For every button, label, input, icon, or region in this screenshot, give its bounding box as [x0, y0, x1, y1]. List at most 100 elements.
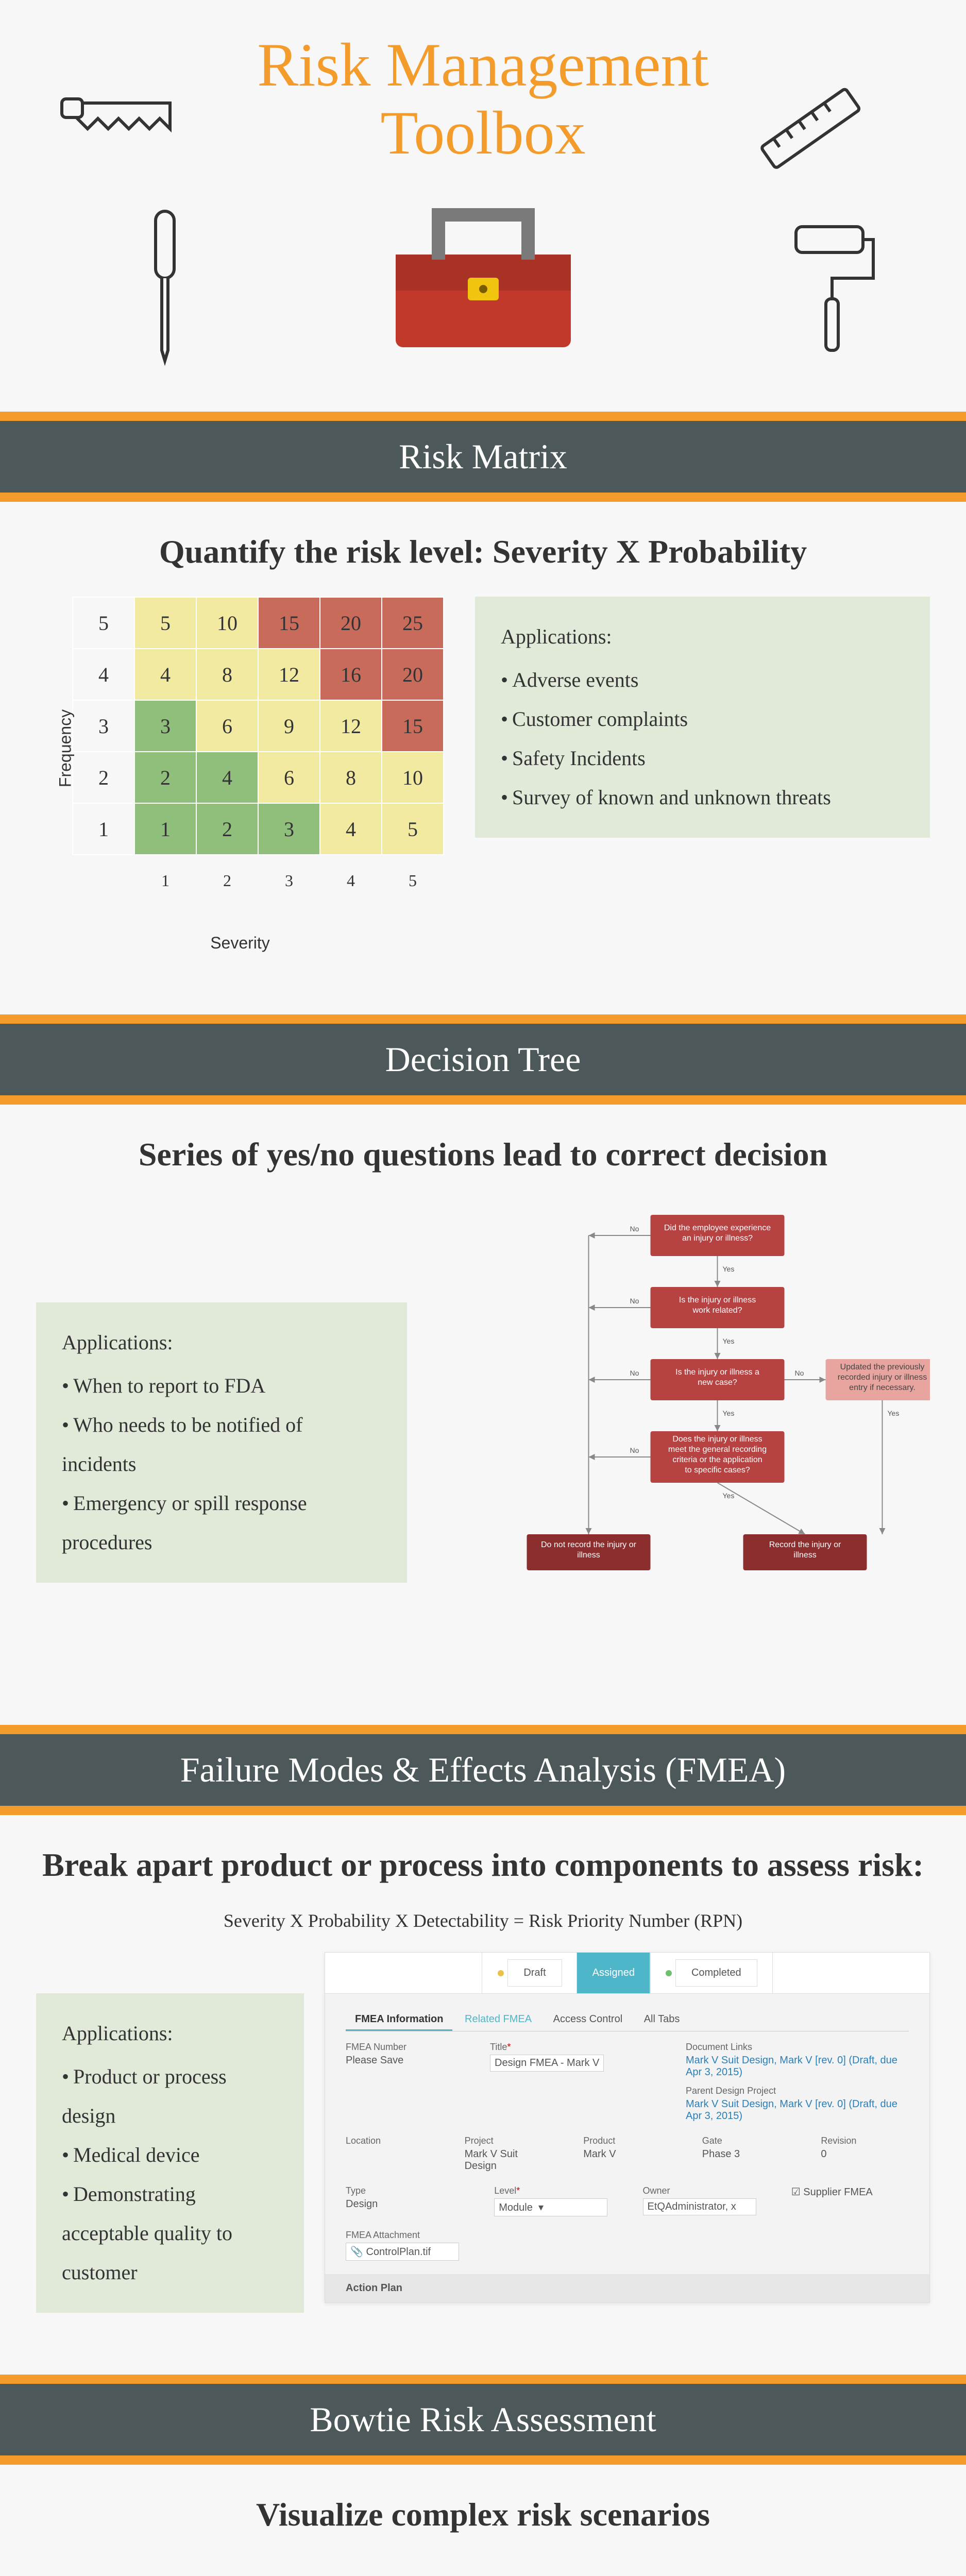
svg-text:No: No [630, 1446, 639, 1454]
prod-lbl: Product [583, 2136, 671, 2146]
level-select[interactable]: Module ▾ [494, 2198, 607, 2216]
gate-val: Phase 3 [702, 2148, 790, 2160]
gate-lbl: Gate [702, 2136, 790, 2146]
svg-text:Yes: Yes [723, 1409, 735, 1417]
apps-label: Applications: [62, 1323, 381, 1362]
svg-text:new case?: new case? [698, 1378, 737, 1387]
matrix-cell: 15 [382, 700, 444, 752]
tab-draft[interactable]: Draft [482, 1952, 577, 1994]
matrix-cell: 4 [196, 752, 258, 803]
apps-item: Adverse events [501, 660, 904, 700]
s3-head: Failure Modes & Effects Analysis (FMEA) [0, 1725, 966, 1815]
apps-item: Emergency or spill response procedures [62, 1484, 381, 1562]
decision-tree-diagram: Did the employee experience an injury or … [428, 1199, 930, 1663]
svg-text:meet the general recording: meet the general recording [668, 1445, 767, 1454]
s3-formula: Severity X Probability X Detectability =… [36, 1910, 930, 1931]
saw-icon [57, 82, 191, 175]
svg-text:No: No [795, 1369, 804, 1377]
svg-text:Do not record the injury or: Do not record the injury or [541, 1540, 637, 1549]
matrix-cell: 3 [258, 803, 320, 855]
svg-text:Does the injury or illness: Does the injury or illness [672, 1435, 762, 1444]
svg-text:No: No [630, 1225, 639, 1233]
matrix-cell: 2 [196, 803, 258, 855]
s4-head: Bowtie Risk Assessment [0, 2375, 966, 2465]
s2: Series of yes/no questions lead to corre… [0, 1105, 966, 1725]
fmea-link-2[interactable]: Mark V Suit Design, Mark V [rev. 0] (Dra… [686, 2098, 909, 2122]
svg-text:Yes: Yes [723, 1337, 735, 1345]
tabstrip-related[interactable]: Related FMEA [455, 2009, 541, 2029]
matrix-cell: 4 [134, 649, 196, 700]
fmea-title-lbl: Title [490, 2042, 655, 2053]
matrix-cell: 10 [382, 752, 444, 803]
matrix-cell: 12 [258, 649, 320, 700]
fmea-screenshot: Draft Assigned Completed FMEA Informatio… [325, 1952, 930, 2303]
matrix-xlab: Severity [210, 934, 270, 953]
svg-text:Did the employee experience: Did the employee experience [664, 1224, 771, 1232]
matrix-cell: 1 [134, 803, 196, 855]
matrix-cell: 20 [320, 597, 382, 649]
tabstrip-all[interactable]: All Tabs [635, 2009, 689, 2029]
attach-val[interactable]: 📎 ControlPlan.tif [346, 2243, 459, 2261]
matrix-cell: 6 [196, 700, 258, 752]
s1: Quantify the risk level: Severity X Prob… [0, 502, 966, 1014]
fmea-num-lbl: FMEA Number [346, 2042, 459, 2053]
matrix-cell: 6 [258, 752, 320, 803]
svg-text:criteria or the application: criteria or the application [672, 1455, 762, 1464]
apps-item: Product or process design [62, 2057, 278, 2136]
svg-text:entry if necessary.: entry if necessary. [849, 1383, 916, 1392]
apps-item: Who needs to be notified of incidents [62, 1405, 381, 1484]
svg-text:No: No [630, 1297, 639, 1305]
screwdriver-icon [134, 206, 196, 371]
rev-lbl: Revision [821, 2136, 909, 2146]
matrix-cell: 3 [134, 700, 196, 752]
type-val: Design [346, 2198, 463, 2210]
svg-text:to specific cases?: to specific cases? [685, 1466, 750, 1475]
fmea-parent-lbl: Parent Design Project [686, 2086, 909, 2096]
matrix-cell: 15 [258, 597, 320, 649]
matrix-cell: 12 [320, 700, 382, 752]
tabstrip-info[interactable]: FMEA Information [346, 2009, 452, 2031]
supplier-check[interactable]: ☑ Supplier FMEA [791, 2187, 873, 2198]
apps-item: Customer complaints [501, 700, 904, 739]
tab-assigned[interactable]: Assigned [577, 1952, 651, 1994]
matrix-cell: 25 [382, 597, 444, 649]
bowtie-diagram: Threat Threat Threat Preventive Controls… [36, 2560, 930, 2576]
s1-head: Risk Matrix [0, 412, 966, 502]
apps-item: Demonstrating acceptable quality to cust… [62, 2175, 278, 2292]
s2-head: Decision Tree [0, 1014, 966, 1105]
matrix-cell: 10 [196, 597, 258, 649]
tabstrip-access[interactable]: Access Control [544, 2009, 632, 2029]
fmea-please-save: Please Save [346, 2055, 459, 2066]
tab-completed[interactable]: Completed [650, 1952, 773, 1994]
svg-text:an injury or illness?: an injury or illness? [682, 1234, 753, 1243]
fmea-title-input[interactable]: Design FMEA - Mark V [490, 2055, 604, 2072]
prod-val: Mark V [583, 2148, 671, 2160]
ruler-icon [750, 72, 863, 185]
s1-sub: Quantify the risk level: Severity X Prob… [36, 533, 930, 571]
svg-text:illness: illness [577, 1551, 600, 1560]
apps-item: Survey of known and unknown threats [501, 778, 904, 817]
svg-text:Is the injury or illness a: Is the injury or illness a [675, 1368, 759, 1377]
roller-icon [781, 216, 884, 361]
risk-matrix: Frequency 551015202544812162033691215224… [36, 597, 444, 953]
toolbox-icon [375, 188, 591, 358]
matrix-ylab: Frequency [56, 709, 75, 787]
action-plan-bar[interactable]: Action Plan [325, 2274, 929, 2302]
proj-lbl: Project [465, 2136, 553, 2146]
fmea-link-1[interactable]: Mark V Suit Design, Mark V [rev. 0] (Dra… [686, 2055, 909, 2078]
hero: Risk Management Toolbox [0, 0, 966, 412]
s3-sub: Break apart product or process into comp… [36, 1846, 930, 1884]
s3: Break apart product or process into comp… [0, 1815, 966, 2375]
matrix-cell: 4 [320, 803, 382, 855]
owner-input[interactable]: EtQAdministrator, x [643, 2198, 756, 2215]
loc-lbl: Location [346, 2136, 434, 2146]
proj-val: Mark V Suit Design [465, 2148, 553, 2172]
matrix-cell: 16 [320, 649, 382, 700]
matrix-cell: 9 [258, 700, 320, 752]
s3-apps: Applications: Product or process designM… [36, 1993, 304, 2313]
level-lbl: Level [494, 2185, 612, 2196]
s2-sub: Series of yes/no questions lead to corre… [36, 1136, 930, 1174]
matrix-cell: 5 [382, 803, 444, 855]
matrix-cell: 2 [134, 752, 196, 803]
apps-item: When to report to FDA [62, 1366, 381, 1405]
